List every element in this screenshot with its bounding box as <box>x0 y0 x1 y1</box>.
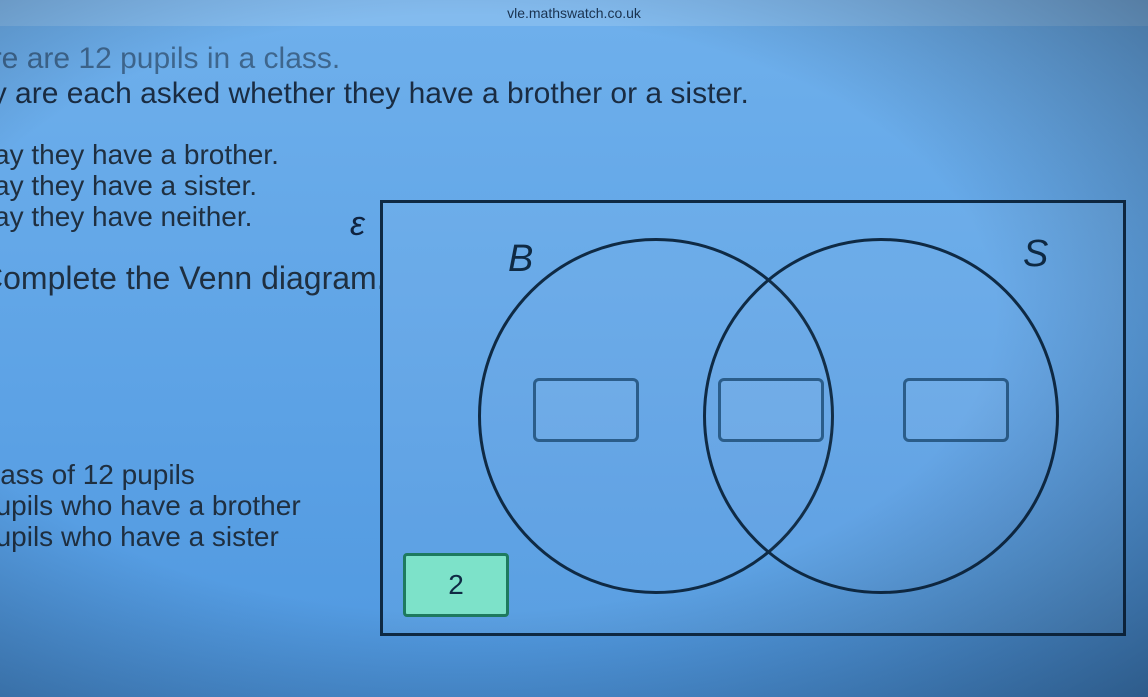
input-S-only[interactable] <box>903 378 1009 442</box>
page: vle.mathswatch.co.uk There are 12 pupils… <box>0 0 1148 697</box>
url-text: vle.mathswatch.co.uk <box>507 5 641 21</box>
key-universe: class of 12 pupils <box>0 460 301 491</box>
set-S-label: S <box>1023 233 1048 276</box>
input-neither[interactable]: 2 <box>403 553 509 617</box>
fact-sister: say they have a sister. <box>0 171 279 202</box>
question-line-0: There are 12 pupils in a class. <box>0 42 760 77</box>
venn-universal-box: B S 2 <box>380 200 1126 636</box>
key-block: class of 12 pupils pupils who have a bro… <box>0 460 301 552</box>
facts-block: say they have a brother. say they have a… <box>0 140 279 232</box>
fact-brother: say they have a brother. <box>0 140 279 171</box>
key-brother: pupils who have a brother <box>0 491 301 522</box>
question-block: There are 12 pupils in a class. They are… <box>0 42 760 111</box>
set-B-label: B <box>508 238 533 281</box>
key-sister: pupils who have a sister <box>0 522 301 553</box>
browser-url-bar: vle.mathswatch.co.uk <box>0 0 1148 26</box>
input-B-and-S[interactable] <box>718 378 824 442</box>
venn-prompt: Complete the Venn diagram. <box>0 260 386 297</box>
fact-neither: say they have neither. <box>0 202 279 233</box>
input-B-only[interactable] <box>533 378 639 442</box>
universal-set-symbol: ε <box>350 205 365 244</box>
question-line-1: They are each asked whether they have a … <box>0 77 760 112</box>
